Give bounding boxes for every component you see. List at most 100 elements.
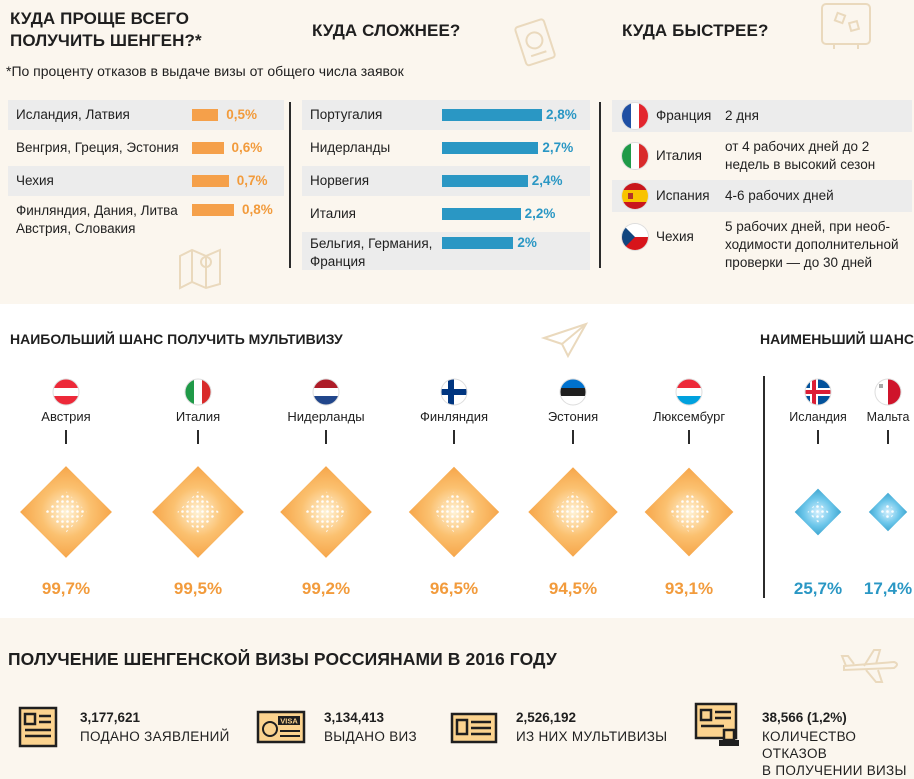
category-label: Италия <box>310 206 356 221</box>
stat-label: ПОДАНО ЗАЯВЛЕНИЙ <box>80 729 230 744</box>
diamond-mark <box>528 467 618 557</box>
data-label: 0,7% <box>236 173 268 188</box>
multivisa-chart: Австрия 99,7% Италия 99,5% Нидерланды 99,2% Фи… <box>20 378 912 598</box>
list-item: Чехия 5 рабочих дней, при необ- ходимост… <box>612 214 912 274</box>
footnote: *По проценту отказов в выдаче визы от об… <box>6 63 404 79</box>
data-label: 2,2% <box>524 206 556 221</box>
flag-iceland-icon <box>804 378 832 406</box>
data-label: 25,7% <box>794 579 842 598</box>
tick <box>887 430 889 444</box>
table-row: Норвегия 2,4% <box>302 166 590 196</box>
divider <box>599 102 601 268</box>
country-label: Мальта <box>867 410 910 424</box>
category-label: Финляндия, Дания, Литва Австрия, Словакия <box>16 203 178 236</box>
flag-austria-icon <box>52 378 80 406</box>
table-row: Бельгия, Германия, Франция 2% <box>302 232 590 270</box>
easier-chart: Исландия, Латвия 0,5% Венгрия, Греция, Эст… <box>8 100 284 246</box>
bar <box>192 204 234 216</box>
paper-plane-icon <box>540 322 589 359</box>
data-label: 17,4% <box>864 579 912 598</box>
flag-italy-icon <box>622 143 648 169</box>
flag-malta-icon <box>874 378 902 406</box>
stat-label: КОЛИЧЕСТВО ОТКАЗОВ В ПОЛУЧЕНИИ ВИЗЫ <box>762 729 907 778</box>
stat-value: 38,566 (1,2%) <box>762 710 847 725</box>
table-row: Португалия 2,8% <box>302 100 590 130</box>
visa-card-icon: VISA <box>256 710 306 744</box>
airplane-icon <box>840 649 898 683</box>
divider <box>763 376 765 598</box>
passport-icon <box>514 18 556 67</box>
country-label: Люксембург <box>653 409 725 424</box>
diamond-mark <box>280 466 372 558</box>
data-label: 0,5% <box>226 107 258 122</box>
bar <box>192 109 219 121</box>
stat-value: 2,526,192 <box>516 710 577 725</box>
worst-chance-title: НАИМЕНЬШИЙ ШАНС <box>760 331 914 347</box>
harder-chart: Португалия 2,8% Нидерланды 2,7% Норвегия 2,4%… <box>302 100 590 272</box>
list-item: Италия от 4 рабочих дней до 2 недель в в… <box>612 134 912 178</box>
application-form-icon <box>18 706 58 748</box>
country-label: Исландия <box>789 410 846 424</box>
data-label: 2% <box>517 235 537 250</box>
country-label: Австрия <box>41 409 90 424</box>
data-label: 99,7% <box>42 579 90 598</box>
faster-title: КУДА БЫСТРЕЕ? <box>622 21 769 40</box>
tick <box>197 430 199 444</box>
diamond-mark <box>152 466 244 558</box>
tick <box>572 430 574 444</box>
category-label: Бельгия, Германия, Франция <box>310 236 433 269</box>
tick <box>688 430 690 444</box>
tick <box>453 430 455 444</box>
data-label: 94,5% <box>549 579 597 598</box>
table-row: Чехия 0,7% <box>8 166 284 196</box>
flag-luxembourg-icon <box>675 378 703 406</box>
flag-finland-icon <box>440 378 468 406</box>
tick <box>817 430 819 444</box>
tick <box>325 430 327 444</box>
category-label: Португалия <box>310 107 383 122</box>
diamond-mark <box>794 488 842 536</box>
bar <box>192 175 229 187</box>
refusal-stamp-icon <box>694 702 739 746</box>
visa-top-section: КУДА ПРОЩЕ ВСЕГО ПОЛУЧИТЬ ШЕНГЕН?* КУДА … <box>0 0 914 304</box>
country-label: Финляндия <box>420 409 488 424</box>
bar <box>442 142 539 154</box>
divider <box>289 102 291 268</box>
data-label: 96,5% <box>430 579 478 598</box>
suitcase-icon <box>821 3 871 49</box>
flag-spain-icon <box>622 183 648 209</box>
flag-estonia-icon <box>559 378 587 406</box>
category-label: Венгрия, Греция, Эстония <box>16 140 179 155</box>
country-label: Эстония <box>548 409 598 424</box>
data-label: 2,8% <box>546 107 577 122</box>
flag-france-icon <box>622 103 648 129</box>
list-item: Франция 2 дня <box>612 100 912 132</box>
table-row: Финляндия, Дания, Литва Австрия, Словакия… <box>8 199 284 239</box>
bar <box>442 208 521 220</box>
country-label: Италия <box>176 409 220 424</box>
category-label: Чехия <box>16 173 54 188</box>
category-label: Нидерланды <box>310 140 391 155</box>
diamond-mark <box>20 466 112 558</box>
visa-badge: VISA <box>280 717 298 726</box>
bar <box>442 237 514 249</box>
bar <box>442 175 528 187</box>
multivisa-card-icon <box>450 712 498 744</box>
data-label: 99,2% <box>302 579 350 598</box>
map-icon <box>179 248 221 290</box>
multivisa-section: НАИБОЛЬШИЙ ШАНС ПОЛУЧИТЬ МУЛЬТИВИЗУ НАИМ… <box>0 304 914 618</box>
best-chance-title: НАИБОЛЬШИЙ ШАНС ПОЛУЧИТЬ МУЛЬТИВИЗУ <box>10 331 343 347</box>
table-row: Италия 2,2% <box>302 199 590 229</box>
easier-title: КУДА ПРОЩЕ ВСЕГО ПОЛУЧИТЬ ШЕНГЕН?* <box>10 9 202 50</box>
tick <box>65 430 67 444</box>
data-label: 0,8% <box>242 202 273 217</box>
table-row: Венгрия, Греция, Эстония 0,6% <box>8 133 284 163</box>
diamond-mark <box>408 466 500 558</box>
category-label: Норвегия <box>310 173 370 188</box>
stat-label: ВЫДАНО ВИЗ <box>324 729 417 744</box>
harder-title: КУДА СЛОЖНЕЕ? <box>312 21 461 40</box>
flag-italy-icon <box>184 378 212 406</box>
stat-value: 3,177,621 <box>80 710 141 725</box>
table-row: Исландия, Латвия 0,5% <box>8 100 284 130</box>
bar <box>442 109 542 121</box>
